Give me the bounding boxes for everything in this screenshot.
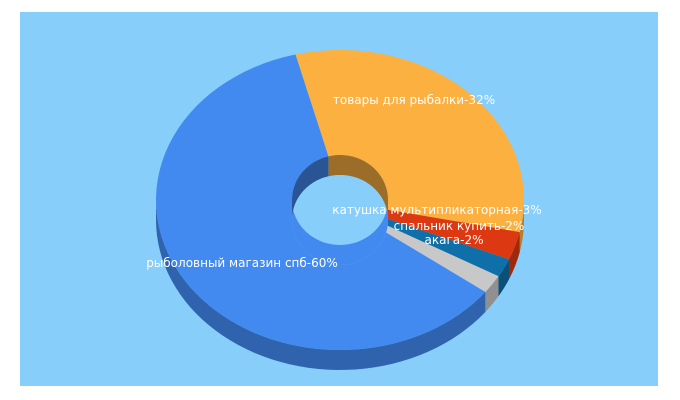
slice-1	[384, 209, 520, 260]
slice-side-4	[156, 200, 486, 370]
slice-2	[381, 217, 510, 277]
slice-side-0	[519, 200, 524, 253]
slice-label-2: спальник купить-2%	[394, 219, 525, 233]
slice-side-2	[498, 259, 510, 297]
chart-panel: товары для рыбалки-32% катушка мультиплик…	[20, 12, 658, 386]
slice-4	[155, 54, 486, 351]
slice-inner-0	[328, 155, 388, 220]
slice-inner-4	[292, 156, 329, 220]
slice-labels: товары для рыбалки-32% катушка мультиплик…	[146, 93, 542, 270]
slice-0	[295, 50, 524, 233]
slice-label-4: рыболовный магазин спб-60%	[146, 256, 338, 270]
slice-side-1	[509, 232, 520, 280]
donut-hole-front-rim	[292, 200, 388, 265]
donut-tops	[155, 50, 524, 351]
slice-3	[377, 222, 499, 292]
slice-label-3: акага-2%	[425, 233, 484, 247]
slice-side-3	[485, 276, 499, 312]
donut-sides	[156, 200, 524, 370]
donut-chart: товары для рыбалки-32% катушка мультиплик…	[146, 50, 542, 370]
slice-label-0: товары для рыбалки-32%	[333, 93, 495, 107]
slice-label-1: катушка мультипликаторная-3%	[332, 203, 541, 217]
donut-inner-wall	[292, 155, 388, 265]
